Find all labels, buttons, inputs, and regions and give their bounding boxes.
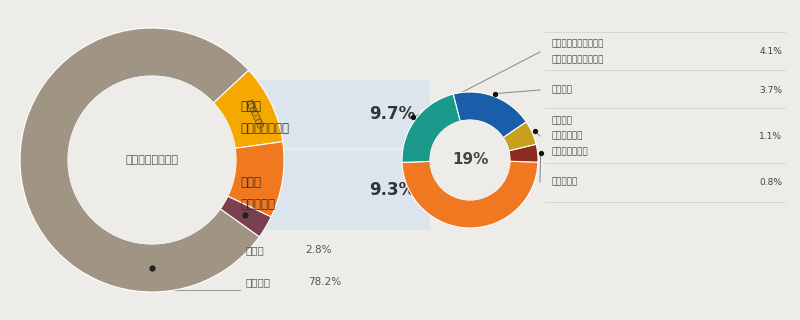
- Text: 化石燃料: 化石燃料: [245, 277, 270, 287]
- Text: 4.1%: 4.1%: [759, 47, 782, 57]
- Text: 水力発電: 水力発電: [552, 85, 573, 94]
- Wedge shape: [220, 196, 271, 237]
- FancyBboxPatch shape: [228, 150, 430, 230]
- Text: 自然エネルギー: 自然エネルギー: [240, 122, 289, 134]
- Circle shape: [69, 76, 235, 244]
- Text: 9.7%: 9.7%: [369, 105, 415, 123]
- FancyBboxPatch shape: [228, 80, 430, 148]
- Text: 78.2%: 78.2%: [308, 277, 341, 287]
- Wedge shape: [402, 161, 538, 228]
- Text: 地熱による給湯と暖房: 地熱による給湯と暖房: [552, 40, 605, 49]
- Circle shape: [430, 121, 510, 199]
- Text: バイオ燃料: バイオ燃料: [552, 178, 578, 187]
- Wedge shape: [509, 144, 538, 162]
- Text: バイオマス／太陽熱／: バイオマス／太陽熱／: [552, 55, 605, 64]
- Text: 世界のエネルギー: 世界のエネルギー: [126, 155, 178, 165]
- Wedge shape: [453, 92, 526, 138]
- Wedge shape: [503, 122, 536, 151]
- Text: 風力／太陽光／: 風力／太陽光／: [552, 147, 589, 156]
- Text: 0.8%: 0.8%: [759, 178, 782, 187]
- Text: 3.7%: 3.7%: [759, 85, 782, 94]
- Text: 原子力: 原子力: [245, 245, 264, 255]
- Text: 19%: 19%: [452, 153, 488, 167]
- Wedge shape: [228, 142, 284, 217]
- Text: 自然エネルギー: 自然エネルギー: [246, 99, 265, 129]
- Text: 近代的: 近代的: [240, 100, 261, 113]
- Wedge shape: [214, 70, 282, 148]
- Text: 2.8%: 2.8%: [305, 245, 331, 255]
- Text: 1.1%: 1.1%: [759, 132, 782, 140]
- Text: バイオマス／: バイオマス／: [552, 132, 583, 140]
- Text: 地熱発電: 地熱発電: [552, 116, 573, 125]
- Wedge shape: [402, 94, 460, 162]
- Text: 9.3%: 9.3%: [369, 181, 415, 199]
- Text: 伝統的: 伝統的: [240, 175, 261, 188]
- Wedge shape: [20, 28, 259, 292]
- Text: バイオマス: バイオマス: [240, 197, 275, 211]
